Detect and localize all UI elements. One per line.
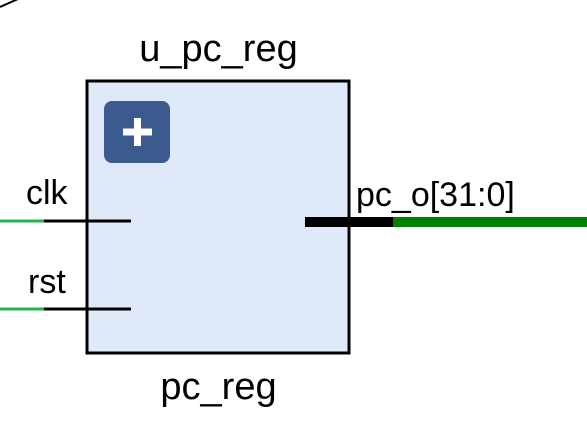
port-label-rst: rst — [28, 263, 66, 301]
port-label-pc-o: pc_o[31:0] — [356, 176, 515, 214]
plus-icon — [104, 101, 170, 163]
instance-name: u_pc_reg — [139, 28, 298, 70]
port-label-clk: clk — [26, 174, 68, 212]
cell-type-name: pc_reg — [160, 366, 277, 408]
net-wire-top[interactable] — [0, 0, 19, 8]
expand-cell-button[interactable] — [104, 101, 170, 163]
